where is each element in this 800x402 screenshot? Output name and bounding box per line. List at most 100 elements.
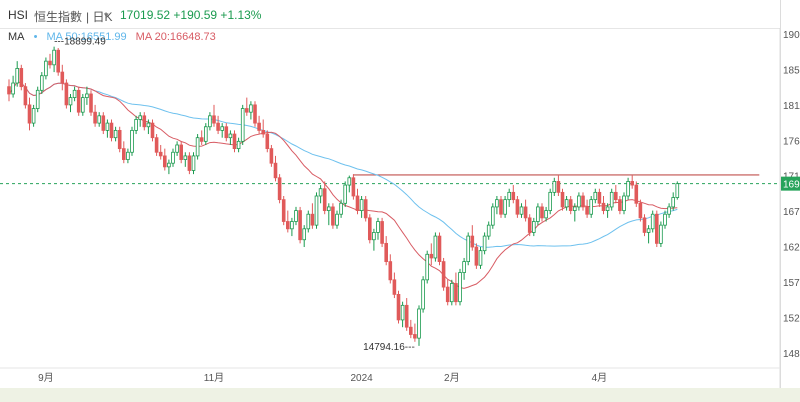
bottom-strip (0, 388, 800, 402)
candle-body (191, 155, 196, 171)
candle-body (408, 326, 413, 335)
chart-window: HSI 恒生指數 | 日K ▾ 17019.52 +190.59 +1.13% … (0, 0, 781, 388)
candle (318, 185, 323, 204)
candle-body (454, 283, 458, 303)
candle (355, 188, 360, 215)
candle-body (380, 221, 384, 244)
candle (626, 177, 630, 200)
symbol-label[interactable]: HSI (8, 8, 29, 22)
candle-body (388, 261, 393, 281)
candle-body (224, 126, 229, 139)
x-tick-label: 9月 (38, 372, 54, 384)
candle (244, 97, 249, 116)
candle-body (392, 279, 397, 295)
candle (134, 115, 138, 135)
candle-body (203, 126, 208, 142)
candle-body (515, 199, 520, 215)
candle-body (474, 246, 479, 266)
candle-body (195, 137, 200, 157)
candle (564, 196, 569, 211)
candle-body (105, 122, 110, 131)
candle-body (404, 304, 409, 328)
candle (462, 257, 466, 280)
candle-body (97, 115, 102, 124)
candlestick-chart[interactable]: 1907185918111764171516701623157615291482… (0, 0, 800, 388)
candle-body (445, 286, 450, 303)
candle-body (52, 49, 56, 66)
candle-body (519, 206, 524, 215)
candle (622, 192, 626, 215)
candle-body (162, 155, 167, 168)
candle (417, 305, 421, 346)
candle-body (355, 195, 360, 211)
candle-body (568, 199, 573, 211)
candle-body (122, 148, 126, 160)
candle (101, 112, 106, 135)
candle-body (429, 253, 434, 259)
candle (89, 90, 93, 116)
candle (527, 214, 532, 237)
candle-body (478, 250, 483, 266)
candle-body (208, 115, 212, 128)
candle-body (212, 115, 216, 124)
candle (335, 210, 339, 229)
candle (19, 64, 24, 91)
candle-body (486, 224, 491, 237)
candle (158, 144, 163, 160)
candle (232, 130, 237, 153)
candle (236, 137, 241, 153)
candle (224, 123, 229, 142)
ma20-legend: MA 20:16648.73 (135, 31, 216, 43)
candle (23, 83, 28, 109)
candle (474, 243, 479, 269)
candle (556, 175, 561, 196)
candle-body (433, 235, 438, 259)
candle (495, 196, 499, 215)
candle (339, 199, 343, 218)
ma-label[interactable]: MA (8, 31, 25, 43)
candle (117, 126, 122, 153)
candle (48, 53, 52, 69)
candle (429, 243, 434, 266)
candle-body (564, 199, 569, 208)
candle-body (503, 199, 507, 215)
candle (183, 152, 188, 167)
candle-body (48, 60, 52, 66)
candle-body (60, 71, 65, 84)
candle (441, 257, 446, 291)
candle (638, 199, 643, 222)
candle-body (294, 210, 298, 222)
candle-body (523, 206, 528, 219)
candle (113, 126, 118, 142)
candle-body (146, 122, 151, 128)
candle (191, 152, 196, 175)
candle-body (11, 82, 15, 95)
candle-body (650, 213, 655, 230)
candle (609, 188, 614, 211)
candle (310, 203, 315, 229)
candle-body (40, 75, 44, 91)
candle-body (400, 304, 405, 321)
candle-body (663, 213, 667, 226)
candle (470, 225, 475, 251)
candle (93, 104, 97, 127)
candle-body (634, 184, 639, 204)
candle (536, 203, 540, 226)
candle (421, 276, 425, 313)
quote-readout: 17019.52 +190.59 +1.13% (120, 8, 262, 22)
candle (445, 279, 450, 306)
candle (486, 221, 491, 240)
candle (376, 217, 380, 240)
candle-body (544, 210, 548, 219)
candle (240, 104, 245, 145)
candle (179, 141, 184, 164)
candle-body (495, 199, 499, 208)
chevron-down-icon[interactable]: ▾ (104, 10, 109, 20)
period-selector[interactable]: | 日K (86, 10, 113, 24)
y-tick-label: 1623 (783, 243, 800, 254)
candle (261, 119, 265, 138)
candle-body (581, 195, 585, 208)
candle-body (244, 108, 249, 113)
candle-body (56, 49, 60, 73)
